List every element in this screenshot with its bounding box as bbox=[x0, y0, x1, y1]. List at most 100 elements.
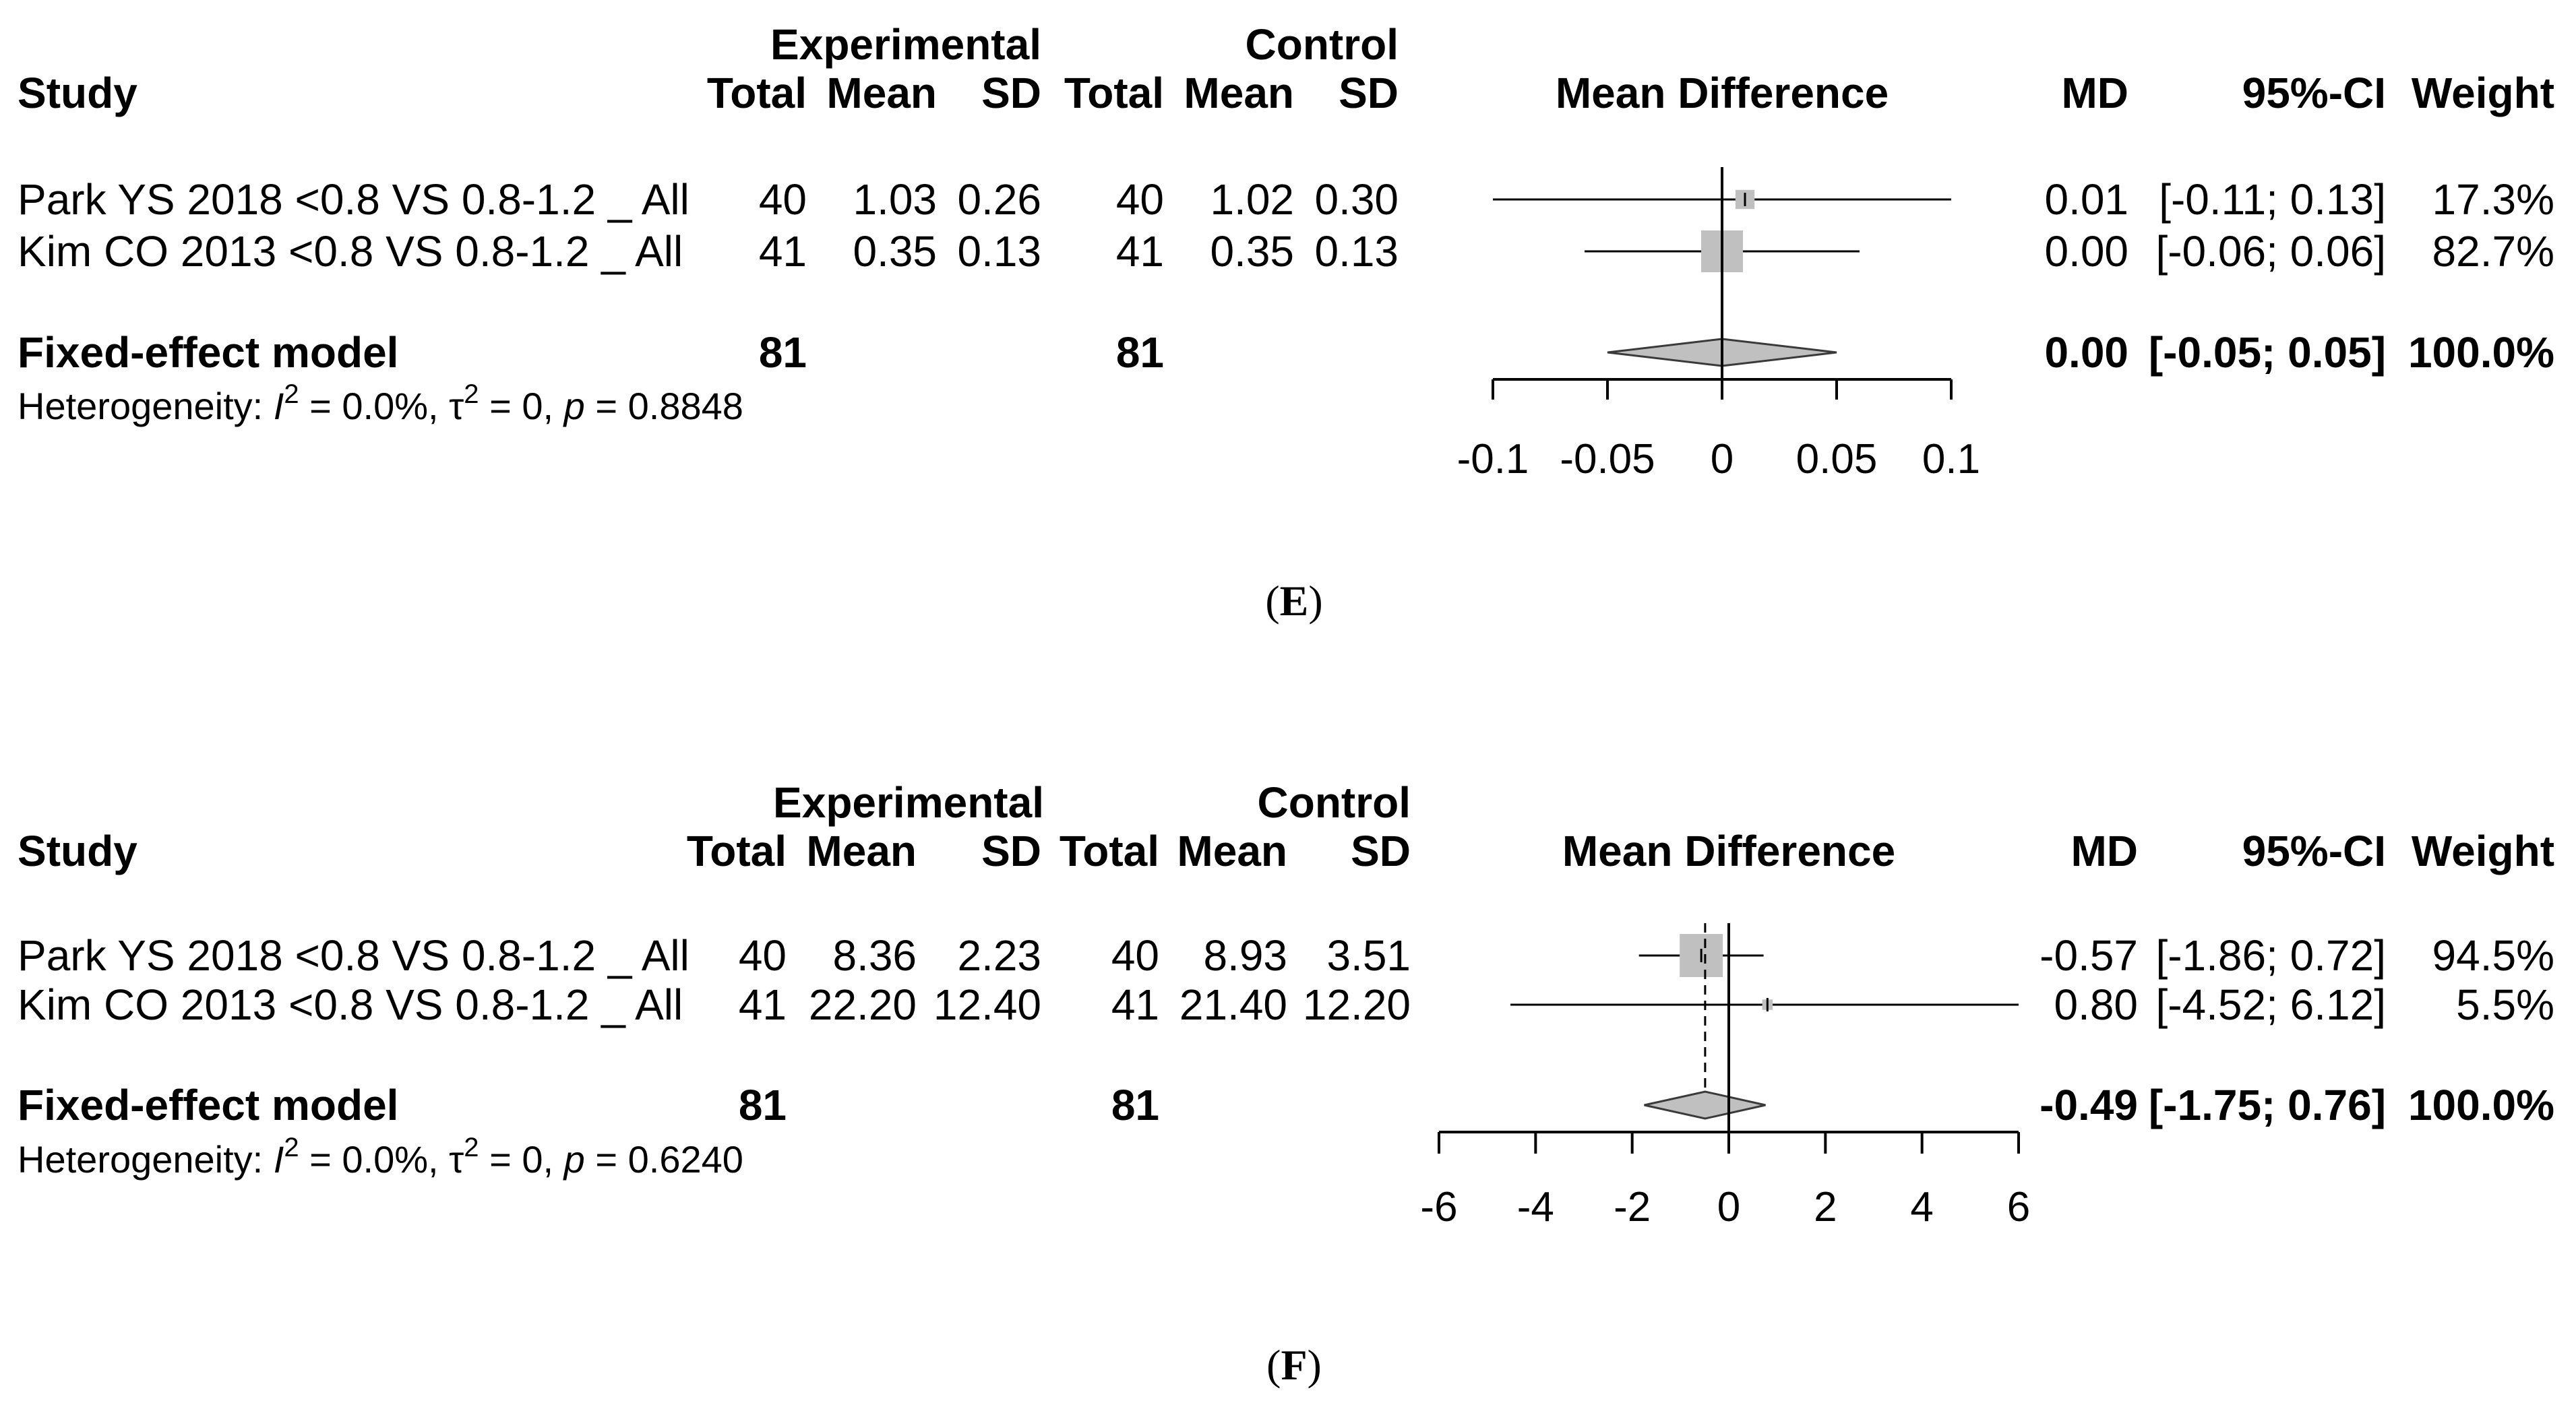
ctrl-total: 41 bbox=[1116, 227, 1164, 276]
exp-total: 41 bbox=[759, 227, 807, 276]
pooled-ctrl-total: 81 bbox=[1116, 328, 1164, 377]
pooled-weight: 100.0% bbox=[2408, 1081, 2554, 1129]
ctrl-total: 40 bbox=[1116, 175, 1164, 224]
header-weight: Weight bbox=[2412, 827, 2554, 875]
pooled-label: Fixed-effect model bbox=[18, 328, 398, 377]
x-tick-label: 4 bbox=[1910, 1184, 1933, 1230]
header-ctrl-sd: SD bbox=[1351, 827, 1411, 875]
x-tick-label: -0.05 bbox=[1560, 436, 1655, 482]
exp-sd: 12.40 bbox=[933, 980, 1041, 1029]
caption-open-paren: ( bbox=[1266, 1341, 1281, 1389]
header-experimental: Experimental bbox=[770, 20, 1041, 69]
weight-value: 82.7% bbox=[2432, 227, 2554, 276]
ctrl-total: 40 bbox=[1111, 931, 1159, 980]
header-study: Study bbox=[18, 69, 137, 117]
forest-panel-e: Experimental Control Study Total Mean SD Total… bbox=[18, 20, 2554, 625]
i2-symbol: I bbox=[274, 385, 284, 427]
header-exp-mean: Mean bbox=[826, 69, 937, 117]
header-study: Study bbox=[18, 827, 137, 875]
ctrl-sd: 3.51 bbox=[1326, 931, 1411, 980]
exp-sd: 2.23 bbox=[957, 931, 1041, 980]
header-ci: 95%-CI bbox=[2242, 827, 2386, 875]
header-ci: 95%-CI bbox=[2242, 69, 2386, 117]
ctrl-sd: 0.13 bbox=[1314, 227, 1399, 276]
study-name: Kim CO 2013 <0.8 VS 0.8-1.2 _ All bbox=[18, 980, 683, 1029]
caption-close-paren: ) bbox=[1308, 1341, 1322, 1389]
exp-mean: 1.03 bbox=[853, 175, 937, 224]
exp-total: 40 bbox=[759, 175, 807, 224]
md-value: 0.01 bbox=[2044, 175, 2128, 224]
tau-value: = 0, bbox=[479, 385, 564, 427]
heterogeneity-prefix: Heterogeneity: bbox=[18, 385, 274, 427]
tau-symbol: τ bbox=[449, 385, 464, 427]
pooled-ci: [-0.05; 0.05] bbox=[2149, 328, 2386, 377]
ci-value: [-0.11; 0.13] bbox=[2159, 175, 2386, 224]
ctrl-total: 41 bbox=[1111, 980, 1159, 1029]
ci-value: [-1.86; 0.72] bbox=[2155, 931, 2386, 980]
p-value: = 0.8848 bbox=[585, 385, 743, 427]
header-md: MD bbox=[2061, 69, 2128, 117]
i2-value: = 0.0%, bbox=[299, 385, 450, 427]
pooled-label: Fixed-effect model bbox=[18, 1081, 398, 1129]
exp-total: 41 bbox=[739, 980, 787, 1029]
pooled-ci: [-1.75; 0.76] bbox=[2149, 1081, 2386, 1129]
ctrl-sd: 0.30 bbox=[1314, 175, 1399, 224]
pooled-weight: 100.0% bbox=[2408, 328, 2554, 377]
exp-sd: 0.13 bbox=[957, 227, 1041, 276]
x-tick-label: -2 bbox=[1614, 1184, 1651, 1230]
i2-value: = 0.0%, bbox=[299, 1138, 450, 1181]
plot-title: Mean Difference bbox=[1562, 827, 1895, 875]
ci-value: [-0.06; 0.06] bbox=[2155, 227, 2386, 276]
x-tick-label: -6 bbox=[1420, 1184, 1457, 1230]
md-value: 0.00 bbox=[2044, 227, 2128, 276]
plot-title: Mean Difference bbox=[1556, 69, 1889, 117]
exp-mean: 22.20 bbox=[809, 980, 917, 1029]
tau-value: = 0, bbox=[479, 1138, 564, 1181]
header-ctrl-mean: Mean bbox=[1184, 69, 1294, 117]
header-experimental: Experimental bbox=[773, 778, 1044, 827]
ctrl-sd: 12.20 bbox=[1303, 980, 1411, 1029]
pooled-exp-total: 81 bbox=[759, 328, 807, 377]
x-tick-label: -4 bbox=[1517, 1184, 1554, 1230]
ctrl-mean: 1.02 bbox=[1210, 175, 1294, 224]
caption-open-paren: ( bbox=[1265, 577, 1279, 625]
header-ctrl-mean: Mean bbox=[1177, 827, 1287, 875]
forest-panel-f: Experimental Control Study Total Mean SD Total… bbox=[18, 778, 2554, 1389]
i2-exponent: 2 bbox=[284, 379, 299, 409]
weight-value: 5.5% bbox=[2456, 980, 2554, 1029]
p-symbol: p bbox=[563, 1138, 585, 1181]
pooled-diamond bbox=[1644, 1090, 1766, 1120]
weight-value: 94.5% bbox=[2432, 931, 2554, 980]
p-symbol: p bbox=[563, 385, 585, 427]
pooled-exp-total: 81 bbox=[739, 1081, 787, 1129]
header-exp-sd: SD bbox=[981, 827, 1041, 875]
ctrl-mean: 21.40 bbox=[1179, 980, 1287, 1029]
panel-caption: (E) bbox=[1265, 577, 1322, 625]
tau-symbol: τ bbox=[449, 1138, 464, 1181]
caption-letter: F bbox=[1281, 1341, 1307, 1389]
ci-value: [-4.52; 6.12] bbox=[2155, 980, 2386, 1029]
header-control: Control bbox=[1258, 778, 1411, 827]
caption-close-paren: ) bbox=[1308, 577, 1322, 625]
x-tick-label: -0.1 bbox=[1457, 436, 1529, 482]
heterogeneity-prefix: Heterogeneity: bbox=[18, 1138, 274, 1181]
exp-mean: 8.36 bbox=[832, 931, 917, 980]
header-exp-total: Total bbox=[707, 69, 807, 117]
ctrl-mean: 0.35 bbox=[1210, 227, 1294, 276]
header-exp-mean: Mean bbox=[806, 827, 917, 875]
heterogeneity-text: Heterogeneity: I2 = 0.0%, τ2 = 0, p = 0.… bbox=[18, 379, 743, 427]
heterogeneity-text: Heterogeneity: I2 = 0.0%, τ2 = 0, p = 0.… bbox=[18, 1133, 743, 1181]
ctrl-mean: 8.93 bbox=[1203, 931, 1287, 980]
header-weight: Weight bbox=[2412, 69, 2554, 117]
weight-value: 17.3% bbox=[2432, 175, 2554, 224]
header-ctrl-total: Total bbox=[1064, 69, 1164, 117]
x-tick-label: 2 bbox=[1814, 1184, 1837, 1230]
pooled-md: 0.00 bbox=[2044, 328, 2128, 377]
header-ctrl-sd: SD bbox=[1339, 69, 1399, 117]
p-value: = 0.6240 bbox=[585, 1138, 743, 1181]
exp-total: 40 bbox=[739, 931, 787, 980]
x-tick-label: 0 bbox=[1717, 1184, 1740, 1230]
x-tick-label: 0 bbox=[1711, 436, 1734, 482]
header-md: MD bbox=[2071, 827, 2138, 875]
